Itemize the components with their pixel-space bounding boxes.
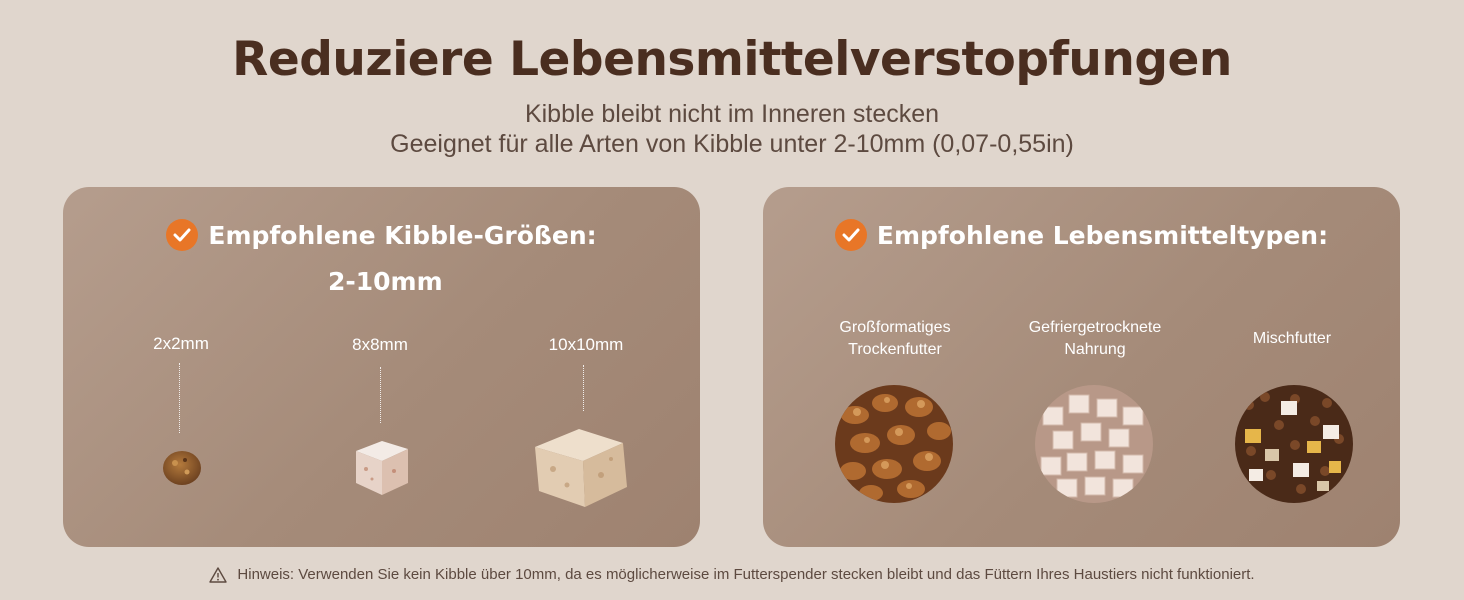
kibble-10mm-image [535, 429, 627, 507]
dry-food-image [835, 385, 953, 503]
food-type-label-dry: Großformatiges Trockenfutter [795, 317, 995, 361]
food-type-mixed-line1: Mischfutter [1252, 330, 1332, 347]
freeze-dried-food-image [1035, 385, 1153, 503]
page-title: Reduziere Lebensmittelverstopfungen [232, 32, 1232, 87]
food-types-heading-text: Empfohlene Lebensmitteltypen: [876, 220, 1329, 250]
size-indicator-line-10mm [583, 365, 584, 411]
kibble-2mm-image [163, 451, 201, 485]
food-type-dry-line1: Großformatiges [839, 319, 951, 336]
size-range: 2-10mm [328, 267, 443, 296]
food-types-panel: Empfohlene Lebensmitteltypen: Großformat… [763, 187, 1400, 547]
kibble-8mm-image [356, 441, 408, 495]
kibble-sizes-heading-text: Empfohlene Kibble-Größen: [208, 220, 597, 250]
food-types-heading: Empfohlene Lebensmitteltypen: [763, 219, 1400, 251]
footer-note: Hinweis: Verwenden Sie kein Kibble über … [0, 566, 1464, 583]
warning-triangle-icon [209, 566, 228, 583]
food-type-label-freeze-dried: Gefriergetrocknete Nahrung [995, 317, 1195, 361]
size-label-8mm: 8x8mm [352, 335, 408, 354]
food-type-label-mixed: Mischfutter [1192, 328, 1392, 350]
size-label-2mm: 2x2mm [153, 334, 209, 353]
kibble-sizes-panel: Empfohlene Kibble-Größen: 2-10mm 2x2mm 8… [63, 187, 700, 547]
mixed-food-image [1235, 385, 1353, 503]
subtitle-line-1: Kibble bleibt nicht im Inneren stecken [524, 100, 940, 128]
food-type-freeze-dried-line1: Gefriergetrocknete [1028, 319, 1162, 336]
kibble-sizes-heading: Empfohlene Kibble-Größen: [63, 219, 700, 251]
check-circle-icon [166, 219, 199, 251]
size-indicator-line-2mm [179, 363, 180, 433]
footer-note-text: Hinweis: Verwenden Sie kein Kibble über … [237, 566, 1255, 583]
food-type-freeze-dried-line2: Nahrung [1064, 341, 1126, 358]
check-circle-icon [834, 219, 867, 251]
subtitle-line-2: Geeignet für alle Arten von Kibble unter… [390, 130, 1074, 158]
size-indicator-line-8mm [380, 367, 381, 423]
food-type-dry-line2: Trockenfutter [848, 341, 942, 358]
size-label-10mm: 10x10mm [548, 335, 624, 354]
